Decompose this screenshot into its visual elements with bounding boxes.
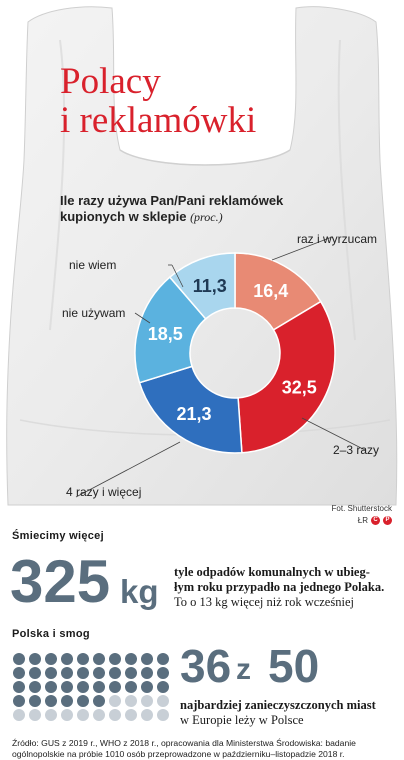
smog-number-a: 36	[180, 640, 232, 692]
city-dot	[61, 653, 73, 665]
city-dot	[125, 667, 137, 679]
city-dot	[61, 709, 73, 721]
title-line-2: i reklamówki	[60, 100, 257, 141]
city-dot	[93, 709, 105, 721]
label-raz-i-wyrzucam: raz i wyrzucam	[297, 232, 378, 246]
city-dot	[45, 709, 57, 721]
city-dot	[109, 709, 121, 721]
donut-chart: 16,4 32,5 21,3 18,5 11,3	[134, 252, 336, 454]
waste-line-3: To o 13 kg więcej niż rok wcześniej	[174, 595, 354, 609]
label-4-razy-i-wiecej: 4 razy i więcej	[66, 485, 142, 499]
publisher-mark-icon: P	[383, 516, 392, 525]
city-dot	[93, 695, 105, 707]
city-dot	[77, 695, 89, 707]
city-dot	[29, 653, 41, 665]
city-dot	[61, 667, 73, 679]
city-dot	[13, 681, 25, 693]
donut-slice-1	[237, 300, 336, 454]
city-dot	[125, 681, 137, 693]
city-dot	[141, 695, 153, 707]
title-line-1: Polacy	[60, 61, 161, 102]
city-dot	[29, 695, 41, 707]
city-dot	[157, 653, 169, 665]
city-dot	[61, 695, 73, 707]
city-dot	[13, 653, 25, 665]
donut-value-label-3: 18,5	[148, 324, 183, 344]
city-dot	[29, 709, 41, 721]
donut-value-label-2: 21,3	[177, 404, 212, 424]
city-dot	[93, 667, 105, 679]
city-dot	[125, 709, 137, 721]
city-dot	[61, 681, 73, 693]
city-dots-grid	[13, 653, 169, 721]
city-dot	[141, 667, 153, 679]
waste-line-2: łym roku przypadło na jednego Polaka.	[174, 580, 385, 594]
city-dot	[13, 695, 25, 707]
smog-number-b: 50	[268, 640, 320, 692]
city-dot	[77, 681, 89, 693]
smog-line-1: najbardziej zanieczyszczonych miast	[180, 698, 376, 712]
city-dot	[13, 667, 25, 679]
city-dot	[29, 681, 41, 693]
photo-credit: Fot. Shutterstock	[331, 504, 392, 513]
waste-unit: kg	[120, 573, 159, 610]
city-dot	[157, 709, 169, 721]
city-dot	[141, 681, 153, 693]
city-dot	[45, 695, 57, 707]
donut-slice-4	[168, 252, 236, 320]
city-dot	[141, 709, 153, 721]
donut-value-label-0: 16,4	[253, 281, 288, 301]
donut-value-label-1: 32,5	[282, 378, 317, 398]
label-2-3-razy: 2–3 razy	[333, 443, 380, 457]
waste-description: tyle odpadów komunalnych w ubieg- łym ro…	[174, 565, 384, 610]
city-dot	[109, 695, 121, 707]
city-dot	[109, 653, 121, 665]
city-dot	[93, 653, 105, 665]
city-dot	[109, 667, 121, 679]
city-dot	[157, 695, 169, 707]
smog-line-2: w Europie leży w Polsce	[180, 713, 304, 727]
city-dot	[157, 681, 169, 693]
city-dot	[13, 709, 25, 721]
donut-slice-2	[138, 365, 243, 454]
label-nie-wiem: nie wiem	[69, 258, 117, 272]
city-dot	[125, 695, 137, 707]
publisher-logo: ŁR C P	[358, 516, 392, 525]
chart-title: Ile razy używa Pan/Pani reklamówek kupio…	[60, 193, 330, 225]
chart-title-text: Ile razy używa Pan/Pani reklamówek kupio…	[60, 193, 284, 224]
smog-heading: Polska i smog	[12, 628, 90, 640]
chart-unit: (proc.)	[190, 210, 223, 224]
city-dot	[157, 667, 169, 679]
waste-number: 325	[10, 548, 111, 615]
copyright-icon: C	[371, 516, 380, 525]
city-dot	[45, 653, 57, 665]
label-nie-uzywam: nie używam	[62, 306, 126, 320]
city-dot	[45, 681, 57, 693]
smog-connector: z	[236, 653, 251, 686]
city-dot	[45, 667, 57, 679]
city-dot	[29, 667, 41, 679]
smog-description: najbardziej zanieczyszczonych miast w Eu…	[180, 698, 376, 728]
city-dot	[93, 681, 105, 693]
source-note: Źródło: GUS z 2019 r., WHO z 2018 r., op…	[12, 738, 356, 759]
logo-text: ŁR	[357, 516, 368, 525]
city-dot	[109, 681, 121, 693]
city-dot	[77, 709, 89, 721]
waste-heading: Śmiecimy więcej	[12, 530, 104, 542]
waste-line-1: tyle odpadów komunalnych w ubieg-	[174, 565, 370, 579]
page-title: Polacy i reklamówki	[60, 62, 256, 140]
donut-value-label-4: 11,3	[193, 276, 227, 296]
city-dot	[125, 653, 137, 665]
city-dot	[141, 653, 153, 665]
city-dot	[77, 667, 89, 679]
city-dot	[77, 653, 89, 665]
